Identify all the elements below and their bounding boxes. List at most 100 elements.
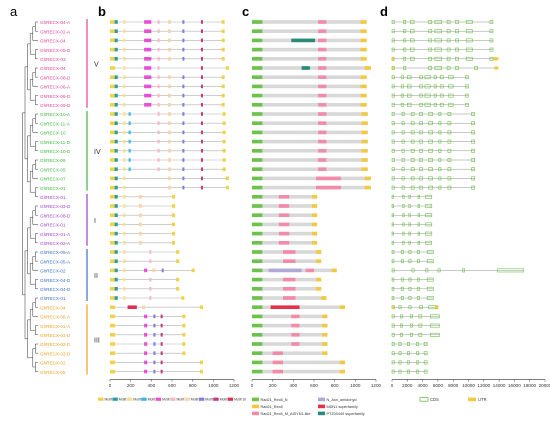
- domain-box: [252, 149, 263, 153]
- motif-box: [200, 66, 203, 70]
- motif-box: [157, 75, 160, 79]
- exon-box: [429, 323, 440, 328]
- motif-box: [110, 342, 116, 346]
- domain-box: [316, 259, 322, 263]
- structure-legend-swatch: [419, 397, 429, 402]
- domain-box: [252, 241, 263, 245]
- exon-box: [426, 259, 434, 264]
- motif-box: [200, 84, 203, 89]
- motif-box: [167, 139, 171, 144]
- exon-box: [391, 121, 395, 126]
- structure-axis-tick-label: 8000: [448, 383, 459, 388]
- motif-box: [167, 167, 171, 171]
- motif-box: [123, 66, 126, 70]
- domain-box: [360, 93, 367, 98]
- domain-box: [322, 323, 328, 328]
- domain-box: [318, 167, 327, 171]
- motif-box: [114, 47, 118, 52]
- motif-box: [200, 38, 203, 43]
- motif-box: [128, 139, 131, 144]
- motif-box: [160, 314, 163, 319]
- exon-box: [419, 130, 423, 135]
- motif-box: [200, 47, 203, 52]
- exon-box: [425, 240, 433, 245]
- motif-box: [110, 241, 116, 245]
- exon-box: [455, 20, 459, 24]
- motif-legend-swatch: [155, 397, 162, 401]
- protein-bar: [252, 314, 328, 319]
- exon-box: [400, 75, 404, 80]
- exon-box: [425, 213, 433, 218]
- protein-bar: [252, 360, 345, 365]
- motif-box: [182, 333, 186, 337]
- motif-box: [110, 158, 116, 162]
- motif-box: [221, 57, 225, 61]
- domain-box: [252, 130, 263, 135]
- exon-box: [438, 148, 442, 153]
- motif-box: [123, 259, 126, 263]
- domain-box: [272, 369, 283, 374]
- motif-box: [144, 351, 148, 355]
- exon-box: [465, 93, 469, 98]
- motif-box: [182, 167, 185, 171]
- exon-box: [439, 75, 444, 80]
- structure-axis-tick-label: 20000: [539, 383, 550, 388]
- motif-box: [123, 213, 126, 217]
- motif-box: [153, 351, 156, 355]
- gene-label: GhRECX-02-A: [40, 29, 71, 34]
- exon-box: [410, 121, 415, 126]
- protein-bar: [252, 351, 328, 355]
- motif-box: [123, 222, 126, 227]
- exon-box: [418, 323, 423, 328]
- motif-box: [114, 20, 118, 24]
- exon-box: [446, 38, 451, 43]
- exon-box: [423, 369, 428, 374]
- domain-box: [252, 167, 263, 171]
- exon-box: [400, 84, 404, 89]
- motif-box: [123, 296, 126, 300]
- protein-bar: [252, 333, 328, 337]
- domain-box: [361, 121, 368, 125]
- motif-box: [114, 158, 118, 162]
- motif-box: [110, 130, 116, 135]
- exon-box: [402, 213, 405, 218]
- motif-box: [157, 139, 160, 144]
- motif-box: [110, 103, 116, 107]
- exon-box: [408, 250, 412, 254]
- domain-box: [318, 66, 327, 70]
- exon-box: [438, 185, 442, 190]
- structure-axis-tick-label: 18000: [523, 383, 536, 388]
- motif-box: [123, 268, 126, 273]
- exon-box: [417, 194, 420, 199]
- domain-box: [283, 277, 296, 282]
- domain-box: [252, 47, 263, 52]
- motif-box: [200, 112, 203, 116]
- exon-box: [391, 139, 395, 144]
- motif-box: [110, 66, 116, 70]
- gene-label: GhRECX-03-D: [40, 204, 71, 209]
- gene-label: GhRECX-04: [40, 305, 66, 310]
- motif-box: [138, 213, 143, 217]
- exon-box: [402, 204, 405, 208]
- exon-box: [400, 250, 404, 254]
- motif-legend-label: Motif 6: [177, 398, 187, 402]
- domain-legend-label: N_Asn_amidohyd: [327, 398, 357, 402]
- domain-box: [252, 57, 263, 61]
- motif-legend-label: Motif 5: [162, 398, 172, 402]
- exon-box: [391, 102, 395, 107]
- exon-box: [410, 176, 415, 181]
- domain-box: [318, 47, 327, 52]
- motif-box: [114, 213, 118, 217]
- motif-box: [221, 75, 225, 79]
- domain-box: [305, 268, 314, 273]
- exon-box: [448, 93, 454, 98]
- exon-box: [455, 56, 459, 61]
- domain-box: [301, 66, 310, 70]
- motif-box: [160, 369, 163, 374]
- structure-axis-tick-label: 4000: [417, 383, 428, 388]
- motif-box: [221, 93, 225, 98]
- gene-structure-panel: [391, 20, 524, 374]
- motif-box: [138, 231, 143, 236]
- exon-box: [400, 296, 404, 300]
